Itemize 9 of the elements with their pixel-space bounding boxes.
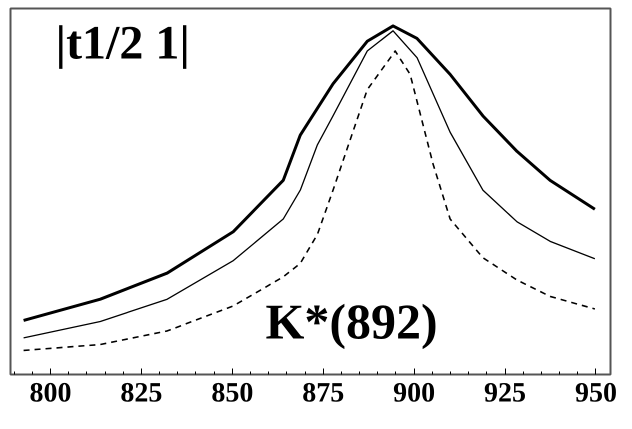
- annotation: |t1/2 1|: [56, 16, 190, 70]
- x-tick-label: 900: [393, 378, 436, 408]
- x-tick-label: 925: [484, 378, 526, 408]
- x-tick-label: 800: [30, 378, 72, 408]
- x-tick-label: 950: [574, 378, 617, 408]
- x-tick-label: 875: [302, 378, 344, 408]
- x-tick-label: 850: [211, 378, 254, 408]
- x-tick-label: 825: [120, 378, 162, 408]
- annotation: K*(892): [266, 294, 438, 350]
